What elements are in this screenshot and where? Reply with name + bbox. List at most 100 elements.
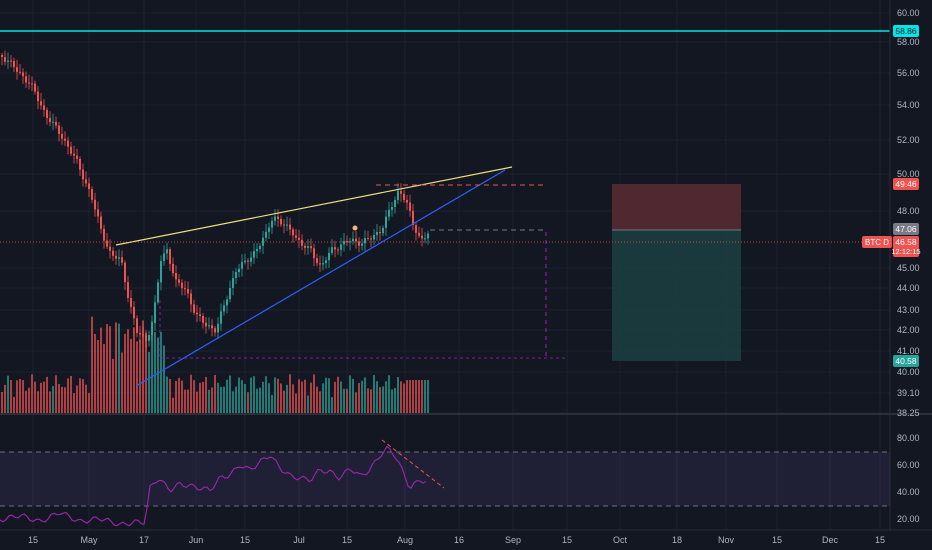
volume-bar [391,389,393,414]
volume-bar [196,391,198,414]
volume-bar [319,391,321,414]
volume-bar [211,387,213,414]
candle-body [316,258,318,264]
volume-bar [268,383,270,414]
candle-body [115,255,117,259]
candle-body [49,117,51,123]
candle-body [328,252,330,261]
price-tick-label: 58.00 [897,37,920,47]
upper-trendline[interactable] [115,166,513,246]
candle-body [112,250,114,256]
candle-body [367,238,369,240]
volume-bar [271,394,273,414]
candle-body [244,260,246,263]
volume-bar [253,376,255,414]
price-tick-label: 38.25 [897,408,920,418]
candle-body [280,219,282,225]
time-tick-label: Oct [613,535,628,545]
volume-bar [139,339,141,414]
volume-bar [322,383,324,414]
candle-body [415,225,417,233]
price-axis[interactable]: 60.00 58.00 56.00 54.00 52.00 50.00 48.00 45.00… [897,8,920,418]
candle-body [136,318,138,334]
time-tick-label: 18 [672,535,682,545]
candle-body [418,232,420,236]
volume-bar [334,381,336,414]
volume-bar [160,332,162,414]
candle-body [82,169,84,180]
candle-body [208,325,210,327]
candle-body [127,282,129,299]
volume-bar [7,375,9,414]
candle-body [304,245,306,248]
time-axis[interactable]: 15 May 17 Jun 15 Jul 15 Aug 16 Sep 15 Oct 18 Nov 15 Dec… [28,535,885,545]
volume-bar [229,375,231,414]
volume-bar [358,383,360,414]
volume-bar [187,389,189,414]
candle-body [298,237,300,240]
volume-bar [370,389,372,414]
candle-body [172,263,174,274]
volume-bar [304,379,306,414]
candle-body [424,238,426,240]
time-tick-label: Jul [293,535,305,545]
candle-body [28,82,30,84]
candle-body [133,306,135,319]
candle-body [394,199,396,208]
candle-body [160,261,162,283]
candle-body [94,199,96,210]
rsi-divergence-line[interactable] [381,439,445,489]
volume-bar [163,345,165,414]
candle-body [217,323,219,333]
candle-body [319,263,321,265]
price-tick-label: 56.00 [897,68,920,78]
svg-text:58.86: 58.86 [895,26,917,36]
volume-bar [346,388,348,414]
volume-bar [22,380,24,414]
bar-countdown: 12:12:15 [891,247,920,256]
volume-bar [424,380,426,414]
candle-body [187,289,189,294]
volume-bar [13,396,15,414]
volume-bar [154,331,156,414]
volume-bar [277,378,279,414]
volume-bar [205,377,207,414]
candle-body [106,240,108,247]
volume-bar [274,377,276,414]
alert-marker[interactable] [352,225,358,231]
volume-bar [418,380,420,414]
candle-body [364,238,366,244]
volume-bar [328,378,330,414]
volume-bar [166,376,168,414]
candle-body [307,246,309,248]
candle-body [148,335,150,341]
svg-text:47.06: 47.06 [895,224,917,234]
volume-bar [118,323,120,414]
volume-bar [112,358,114,414]
candle-body [58,125,60,134]
lower-trendline[interactable] [135,169,506,387]
volume-bar [46,376,48,414]
candle-body [256,249,258,252]
volume-bar [70,375,72,414]
candle-body [334,247,336,250]
volume-bar [292,384,294,414]
candle-body [355,238,357,242]
volume-bar [235,386,237,414]
candle-body [226,299,228,306]
candle-body [202,315,204,323]
candle-body [85,179,87,184]
rsi-axis[interactable]: 80.00 60.00 40.00 20.00 [897,433,920,524]
volume-bar [136,341,138,414]
candle-body [64,138,66,141]
volume-bar [400,381,402,414]
candle-body [391,207,393,210]
candle-body [400,190,402,194]
volume-bar [94,333,96,414]
volume-bar [127,329,129,414]
candle-body [79,158,81,170]
time-tick-label: 15 [875,535,885,545]
time-tick-label: 15 [240,535,250,545]
candle-body [289,224,291,230]
